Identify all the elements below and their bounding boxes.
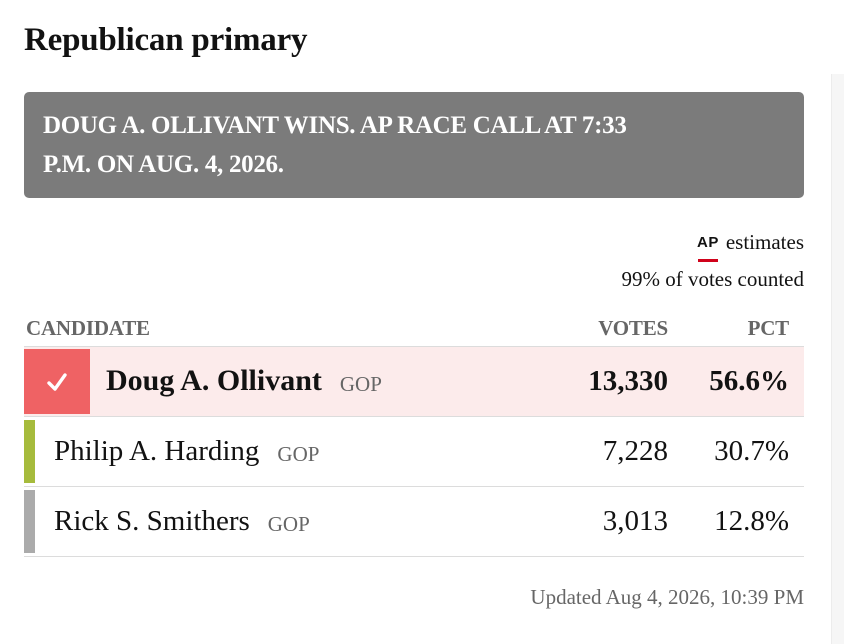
winner-badge [24, 349, 90, 414]
header-pct: PCT [747, 316, 790, 340]
header-candidate: CANDIDATE [26, 316, 150, 340]
check-icon [47, 372, 67, 391]
source-label: estimates [725, 230, 804, 254]
party-label: GOP [267, 511, 310, 536]
candidate-name: Philip A. Harding [54, 434, 260, 467]
party-color-swatch [24, 420, 35, 483]
party-label: GOP [339, 371, 382, 396]
party-label: GOP [277, 441, 320, 466]
votes-cell: 3,013 [602, 504, 668, 537]
pct-cell: 30.7% [714, 434, 789, 467]
race-call-banner: Doug A. Ollivant wins. AP race call at 7… [24, 92, 804, 198]
table-row: Rick S. Smithers GOP 3,013 12.8% [24, 487, 804, 557]
party-color-swatch [24, 490, 35, 553]
votes-cell: 7,228 [602, 434, 668, 467]
table-row: Philip A. Harding GOP 7,228 30.7% [24, 417, 804, 487]
updated-timestamp: Updated Aug 4, 2026, 10:39 PM [530, 585, 804, 609]
table-row-winner: Doug A. Ollivant GOP 13,330 56.6% [24, 347, 804, 417]
table-header: CANDIDATE VOTES PCT [24, 312, 804, 347]
right-edge-divider [831, 74, 844, 644]
results-table: CANDIDATE VOTES PCT Doug A. Ollivant GOP… [24, 312, 804, 557]
votes-cell: 13,330 [588, 364, 668, 397]
candidate-name: Rick S. Smithers [54, 504, 250, 537]
pct-cell: 12.8% [714, 504, 789, 537]
source-block: AP estimates 99% of votes counted [621, 226, 804, 295]
candidate-name: Doug A. Ollivant [106, 364, 322, 397]
candidate-name-cell: Rick S. Smithers GOP [54, 487, 310, 555]
header-votes: VOTES [598, 316, 668, 340]
page-title: Republican primary [24, 22, 308, 58]
candidate-name-cell: Doug A. Ollivant GOP [106, 347, 382, 415]
source-estimates: AP estimates [621, 226, 804, 263]
ap-logo: AP [697, 227, 719, 262]
pct-cell: 56.6% [709, 364, 789, 397]
votes-counted: 99% of votes counted [621, 267, 804, 291]
candidate-name-cell: Philip A. Harding GOP [54, 417, 319, 485]
race-call-text: Doug A. Ollivant wins. AP race call at 7… [43, 112, 627, 178]
